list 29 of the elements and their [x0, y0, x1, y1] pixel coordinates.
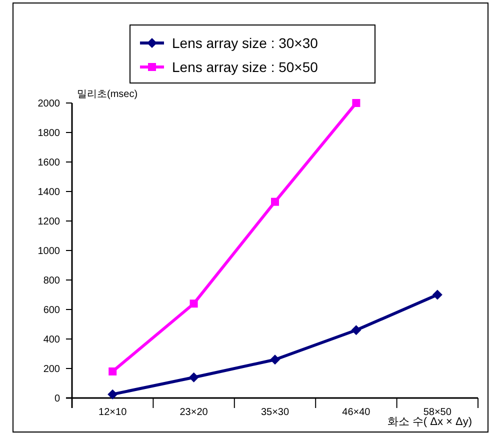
x-tick-label: 12×10	[98, 407, 128, 418]
y-axis-title: 밀리초(msec)	[77, 89, 138, 100]
point	[108, 367, 117, 376]
x-axis-title: 화소 수( Δx × Δy)	[387, 416, 472, 428]
y-tick-label: 1000	[38, 246, 60, 257]
y-tick-label: 2000	[38, 98, 60, 110]
point	[351, 325, 362, 336]
legend-label: Lens array size : 30×30	[172, 35, 318, 51]
point	[188, 372, 199, 382]
y-tick-label: 400	[43, 334, 60, 346]
point	[108, 389, 118, 400]
x-tick-label: 46×40	[342, 407, 371, 418]
point	[270, 354, 280, 365]
point	[432, 290, 442, 300]
y-tick-label: 1200	[38, 216, 60, 228]
x-tick-label: 35×30	[260, 407, 290, 418]
y-tick-label: 1600	[38, 158, 60, 168]
y-tick-label: 1400	[38, 187, 60, 198]
y-tick-label: 600	[43, 305, 60, 316]
point	[352, 99, 360, 107]
y-tick-label: 1800	[38, 128, 60, 139]
x-tick-label: 58×50	[423, 407, 452, 418]
legend-label: Lens array size : 50×50	[172, 59, 318, 75]
point	[271, 198, 279, 206]
point	[190, 300, 198, 308]
x-tick-label: 23×20	[180, 407, 208, 418]
y-tick-label: 200	[43, 364, 60, 375]
y-tick-label: 800	[43, 276, 60, 286]
y-tick-label: 0	[54, 394, 60, 404]
